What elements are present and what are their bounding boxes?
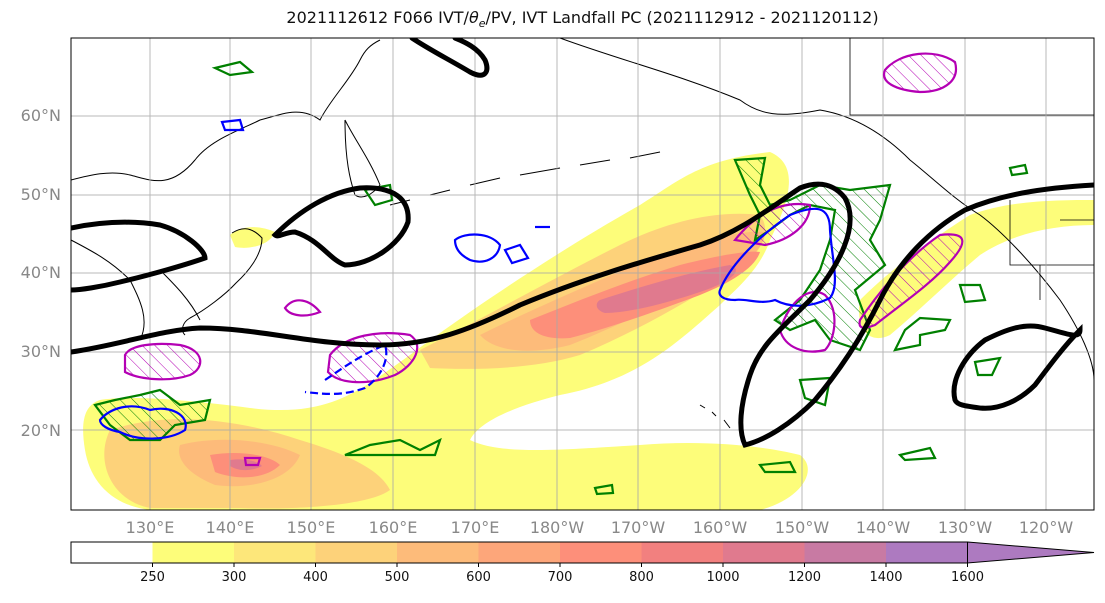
- colorbar-segment: [560, 542, 642, 563]
- landfall-pc-blob-10: [958, 283, 987, 304]
- colorbar-segment: [71, 542, 153, 563]
- pv-blue-6: [304, 343, 388, 395]
- lon-labels: 130°E 140°E 150°E 160°E 170°E 180°W 170°…: [126, 518, 1074, 537]
- colorbar-segment: [804, 542, 887, 563]
- lon-label: 160°W: [693, 518, 748, 537]
- colorbar-tick-label: 300: [222, 570, 247, 585]
- pv-contour-5: [778, 290, 836, 353]
- colorbar-segment: [723, 542, 805, 563]
- pv-blue-1: [98, 405, 187, 440]
- lat-label: 30°N: [21, 342, 61, 361]
- theta-e-main: [71, 181, 1094, 448]
- aleutians: [389, 151, 661, 206]
- theta-e-north: [409, 38, 490, 78]
- landfall-pc-blob-1: [893, 316, 952, 352]
- lat-label: 50°N: [21, 185, 61, 204]
- lon-label: 140°W: [856, 518, 911, 537]
- colorbar-border: [70, 541, 968, 564]
- landfall-pc-blob-4: [758, 460, 797, 474]
- japan-coast: [182, 228, 263, 336]
- colorbar-tick-label: 1400: [869, 570, 902, 585]
- lon-label: 140°E: [206, 518, 255, 537]
- colorbar-segment: [152, 542, 235, 563]
- lon-label: 130°W: [938, 518, 993, 537]
- lon-label: 150°E: [287, 518, 336, 537]
- alaska-coast: [559, 38, 1094, 381]
- kamchatka-coast: [344, 119, 381, 198]
- pv-blue-2: [453, 233, 502, 263]
- colorbar-tick-label: 250: [140, 570, 165, 585]
- colorbar-tick-label: 800: [629, 570, 654, 585]
- colorbar-segment: [478, 542, 561, 563]
- pv-contours-blue: [98, 118, 836, 440]
- chart-title: 2021112612 F066 IVT/θe/PV, IVT Landfall …: [286, 8, 879, 31]
- landfall-pc-blob-8: [973, 356, 1002, 377]
- pv-contour-1: [123, 342, 202, 381]
- theta-e-loop: [271, 185, 411, 268]
- colorbar-segment: [234, 542, 316, 563]
- ivt-250-band-east: [859, 200, 1094, 339]
- landfall-pc-blob-5: [211, 60, 255, 77]
- landfall-pc-blob-9: [593, 483, 615, 496]
- landfall-pc-region-west: [93, 388, 212, 442]
- ivt-250-band: [83, 152, 808, 510]
- colorbar-segment: [641, 542, 724, 563]
- ivt-1000-band: [230, 265, 736, 471]
- state-borders: [849, 38, 1094, 300]
- colorbar-tick-label: 1200: [788, 570, 821, 585]
- landfall-pc-blob-11: [798, 376, 832, 407]
- landfall-pc-blob-7: [1008, 163, 1029, 177]
- colorbar-tick-label: 500: [385, 570, 410, 585]
- lon-label: 170°W: [611, 518, 666, 537]
- landfall-pc-blob-3: [897, 446, 937, 462]
- lat-label: 20°N: [21, 421, 61, 440]
- lon-label: 180°W: [530, 518, 585, 537]
- theta-e-se: [951, 323, 1083, 411]
- lon-label: 170°E: [451, 518, 500, 537]
- pv-blue-3: [503, 243, 530, 265]
- colorbar-tick-label: 400: [303, 570, 328, 585]
- lat-label: 40°N: [21, 263, 61, 282]
- pv-contour-3: [283, 299, 322, 317]
- lon-label: 150°W: [775, 518, 830, 537]
- hawaii: [699, 404, 731, 429]
- theta-e-west: [71, 219, 208, 293]
- colorbar-segment: [315, 542, 398, 563]
- colorbar-tick-label: 700: [548, 570, 573, 585]
- lon-label: 120°W: [1019, 518, 1074, 537]
- colorbar-tick-label: 1000: [706, 570, 739, 585]
- lon-label: 130°E: [126, 518, 175, 537]
- colorbar-extend-arrow: [967, 541, 1095, 564]
- theta-e-contours: [71, 38, 1094, 448]
- pv-contour-8: [243, 456, 262, 467]
- colorbar-tick-label: 600: [466, 570, 491, 585]
- colorbar-segment: [397, 542, 479, 563]
- pv-contour-7: [882, 52, 958, 94]
- ivt-shading: [83, 152, 1094, 510]
- lat-labels: 60°N 50°N 40°N 30°N 20°N: [21, 106, 61, 440]
- colorbar: 250 300 400 500 600 700 800 1000 1200 1400 1600: [70, 541, 1095, 585]
- ivt-250-band-w: [230, 227, 275, 248]
- pv-blue-4: [718, 207, 836, 307]
- pv-blue-5: [220, 118, 245, 132]
- lon-label: 160°E: [369, 518, 418, 537]
- colorbar-tick-label: 1600: [951, 570, 984, 585]
- map-border: [70, 37, 1095, 511]
- colorbar-segment: [886, 542, 968, 563]
- landfall-pc-blob-2: [344, 437, 442, 457]
- lat-label: 60°N: [21, 106, 61, 125]
